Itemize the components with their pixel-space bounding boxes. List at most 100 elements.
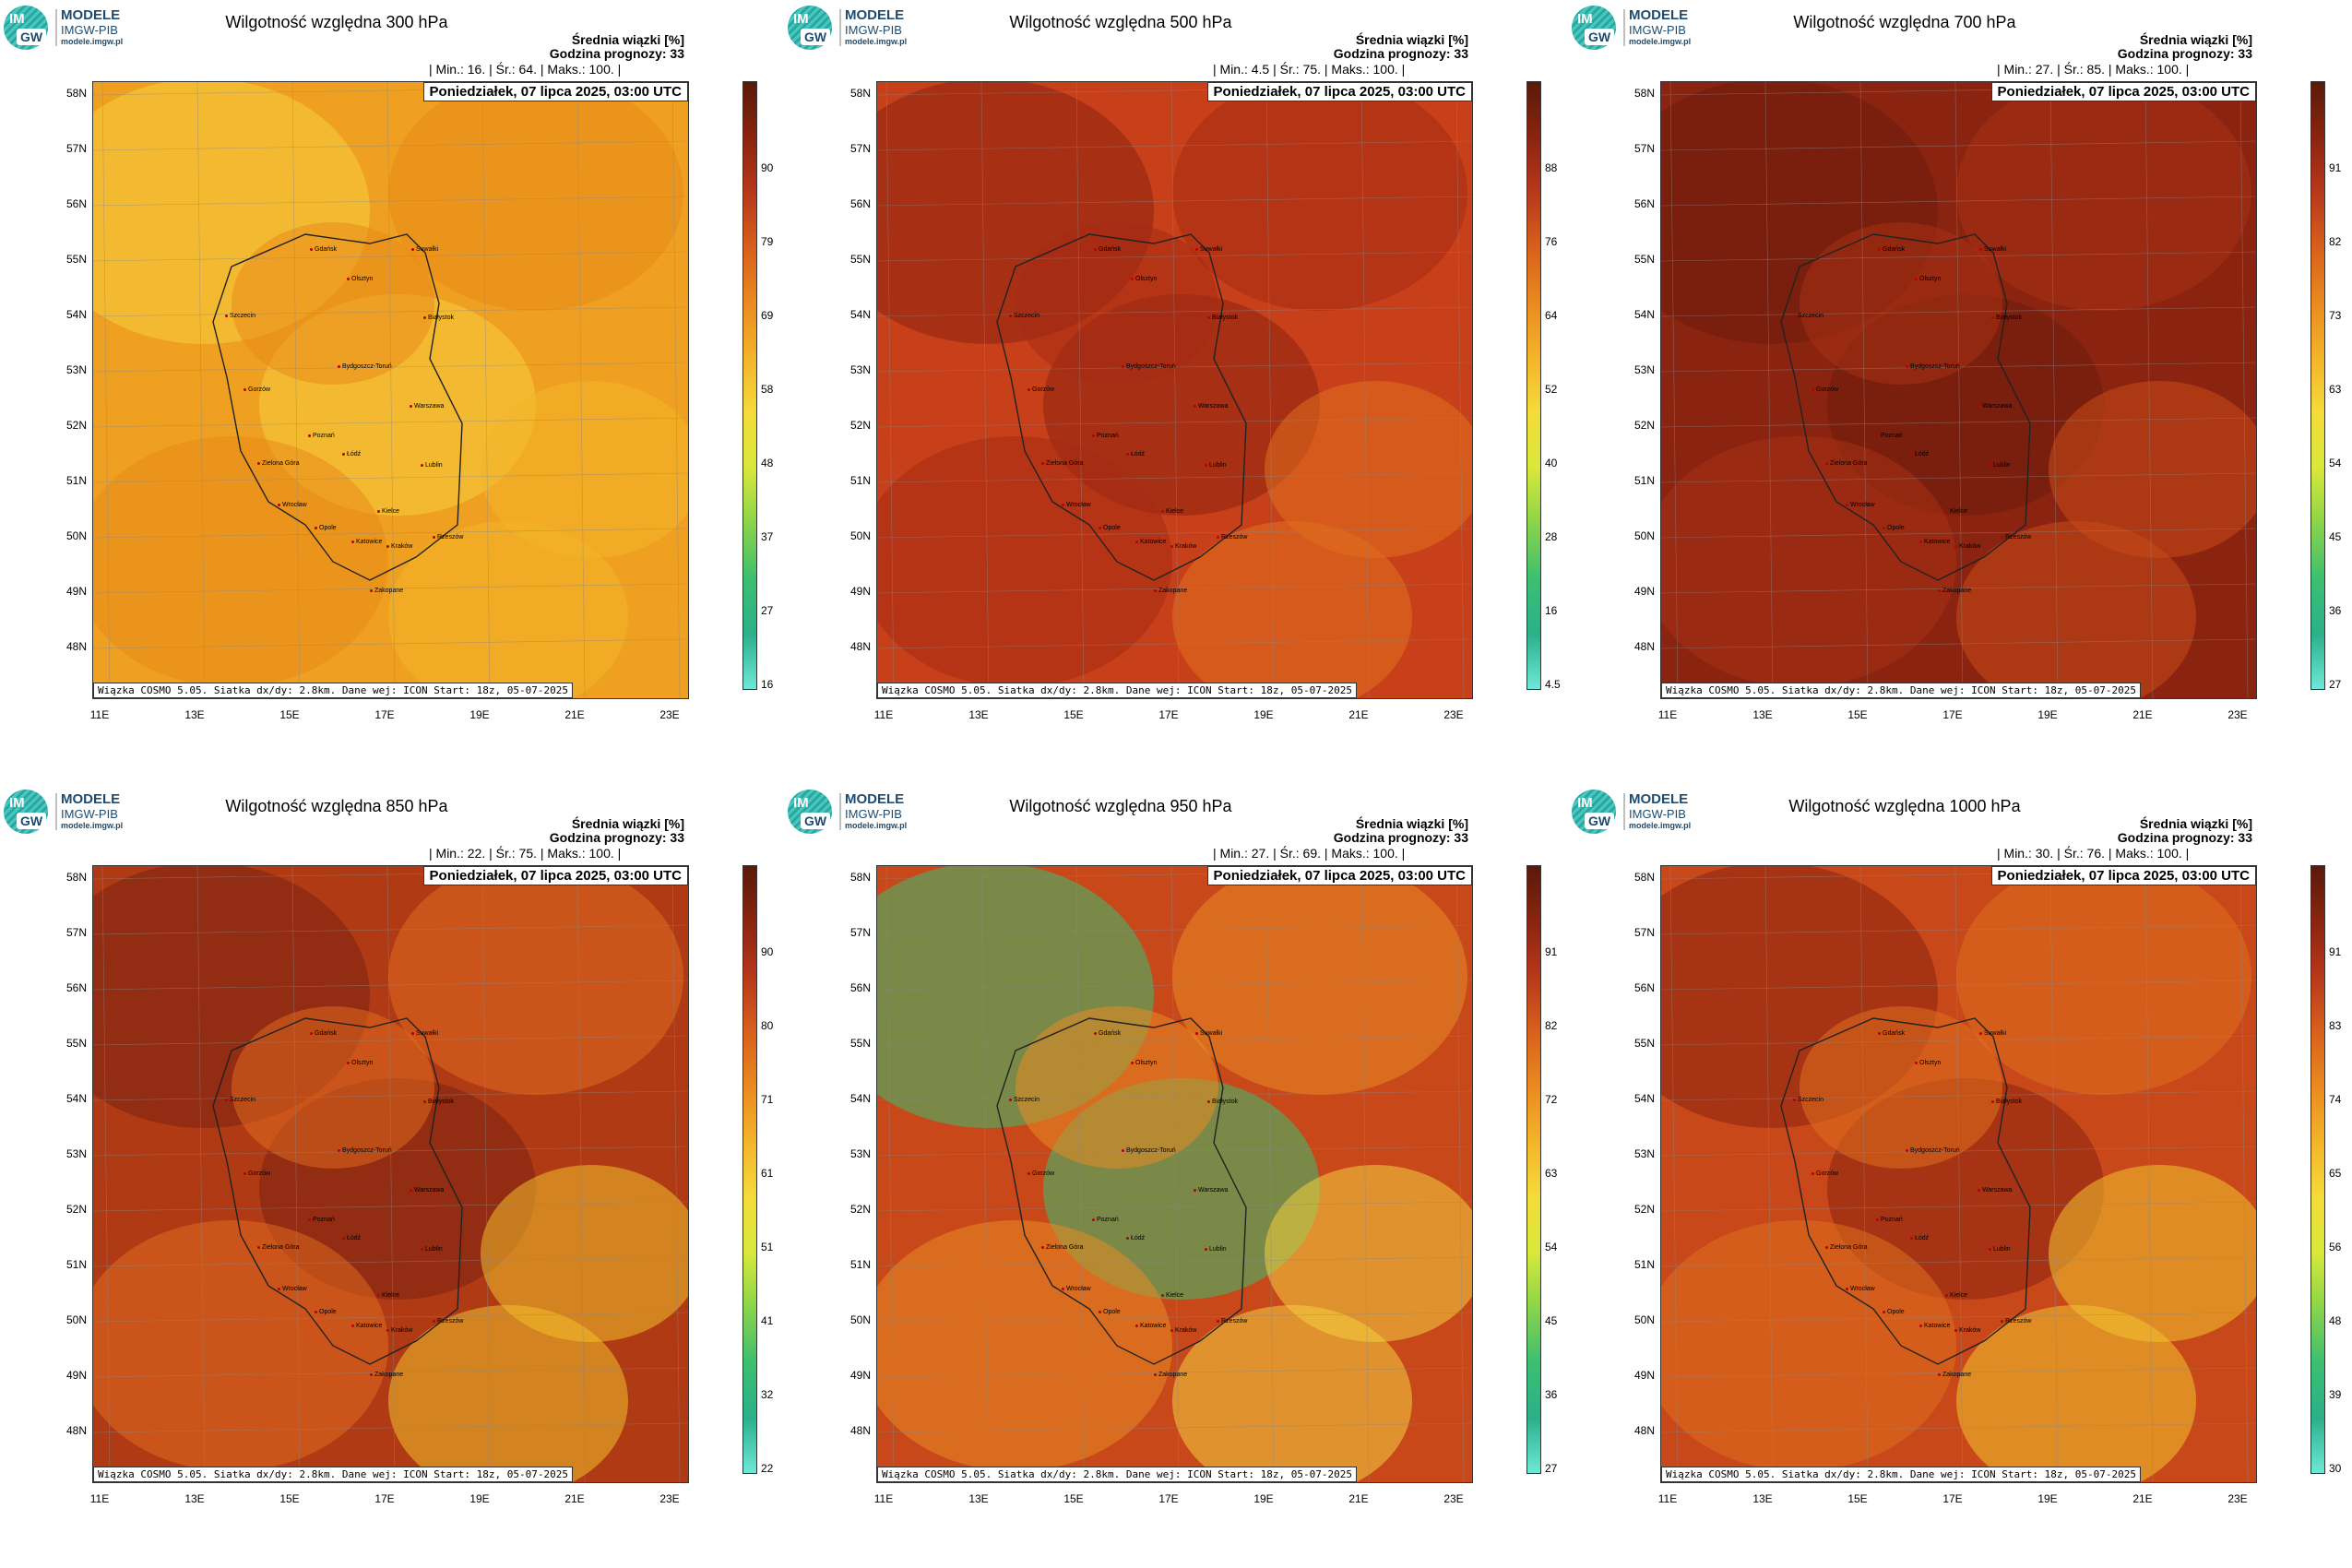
- lat-label: 55N: [65, 253, 87, 266]
- lon-label: 15E: [1063, 708, 1084, 721]
- lon-label: 13E: [184, 708, 205, 721]
- city-label: Kielce: [377, 1292, 399, 1299]
- lon-label: 23E: [1443, 1492, 1464, 1505]
- humidity-map: Poniedziałek, 07 lipca 2025, 03:00 UTC W…: [1660, 865, 2257, 1483]
- lat-label: 51N: [65, 1258, 87, 1271]
- colorbar-tick: 41: [761, 1314, 774, 1327]
- colorbar: [742, 865, 757, 1474]
- lat-label: 56N: [65, 981, 87, 994]
- logo-divider: [839, 793, 841, 830]
- city-label: Bydgoszcz-Toruń: [1122, 1147, 1176, 1154]
- colorbar-tick: 61: [761, 1167, 774, 1180]
- date-label: Poniedziałek, 07 lipca 2025, 03:00 UTC: [1990, 82, 2256, 101]
- city-label: Opole: [1099, 525, 1121, 531]
- colorbar-tick: 80: [761, 1019, 774, 1032]
- lat-label: 52N: [1633, 1203, 1655, 1216]
- colorbar-tick: 79: [761, 235, 774, 248]
- colorbar-tick: 16: [761, 678, 774, 691]
- panel-title: Wilgotność względna 500 hPa: [1009, 13, 1232, 31]
- colorbar-tick: 51: [761, 1241, 774, 1253]
- colorbar-tick: 58: [761, 383, 774, 396]
- imgw-logo: IM GW MODELE IMGW-PIB modele.imgw.pl: [1572, 6, 1710, 52]
- colorbar-tick: 4.5: [1545, 678, 1561, 691]
- lon-label: 23E: [659, 1492, 680, 1505]
- colorbar-tick: 72: [1545, 1093, 1558, 1106]
- imgw-logo: IM GW MODELE IMGW-PIB modele.imgw.pl: [788, 6, 926, 52]
- lon-label: 11E: [89, 708, 110, 721]
- panel-stats: | Min.: 27. | Śr.: 85. | Maks.: 100. |: [1997, 62, 2190, 77]
- lat-label: 54N: [849, 1092, 871, 1105]
- logo-line3: modele.imgw.pl: [845, 37, 908, 46]
- city-label: Olsztyn: [1915, 276, 1941, 282]
- city-label: Zakopane: [370, 588, 403, 594]
- lon-label: 11E: [873, 708, 894, 721]
- lon-label: 13E: [184, 1492, 205, 1505]
- humidity-map: Poniedziałek, 07 lipca 2025, 03:00 UTC W…: [876, 81, 1473, 699]
- date-label: Poniedziałek, 07 lipca 2025, 03:00 UTC: [1206, 82, 1472, 101]
- lon-label: 11E: [1657, 1492, 1678, 1505]
- colorbar: [1526, 81, 1541, 690]
- city-label: Poznań: [1876, 1217, 1903, 1223]
- model-label: Wiązka COSMO 5.05. Siatka dx/dy: 2.8km. …: [93, 1467, 573, 1482]
- city-label: Białystok: [1991, 315, 2022, 321]
- colorbar-tick: 56: [2329, 1241, 2342, 1253]
- lon-label: 21E: [1348, 708, 1369, 721]
- lat-label: 50N: [65, 1313, 87, 1326]
- colorbar-tick: 48: [2329, 1314, 2342, 1327]
- city-label: Opole: [1099, 1309, 1121, 1315]
- colorbar-tick: 37: [761, 530, 774, 543]
- city-label: Zielona Góra: [1041, 460, 1083, 467]
- city-label: Opole: [315, 525, 337, 531]
- info-forecast-hour: Godzina prognozy: 33: [1333, 830, 1468, 845]
- lat-label: 51N: [65, 474, 87, 487]
- lon-label: 17E: [1942, 1492, 1963, 1505]
- logo-line3: modele.imgw.pl: [845, 821, 908, 830]
- city-label: Olsztyn: [1915, 1060, 1941, 1066]
- lat-label: 58N: [1633, 87, 1655, 100]
- lon-label: 17E: [374, 1492, 395, 1505]
- city-label: Kraków: [1170, 1327, 1196, 1334]
- lat-label: 51N: [1633, 474, 1655, 487]
- city-label: Wrocław: [1062, 502, 1091, 508]
- colorbar-tick: 40: [1545, 457, 1558, 469]
- city-label: Kraków: [1170, 543, 1196, 550]
- logo-abbr-top: IM: [793, 795, 809, 811]
- logo-abbr-bottom: GW: [1585, 29, 1614, 45]
- colorbar-tick: 63: [1545, 1167, 1558, 1180]
- logo-line1: MODELE: [1629, 791, 1689, 807]
- city-label: Lublin: [1989, 1246, 2011, 1253]
- colorbar-tick: 28: [1545, 530, 1558, 543]
- city-label: Szczecin: [1793, 313, 1823, 319]
- panel-title: Wilgotność względna 1000 hPa: [1788, 797, 2021, 815]
- city-label: Suwałki: [1979, 246, 2006, 253]
- lon-label: 19E: [469, 708, 490, 721]
- city-label: Łódź: [342, 451, 361, 457]
- logo-line2: IMGW-PIB: [61, 807, 118, 821]
- lat-label: 48N: [1633, 1424, 1655, 1437]
- imgw-logo: IM GW MODELE IMGW-PIB modele.imgw.pl: [4, 6, 142, 52]
- city-label: Katowice: [351, 1323, 382, 1329]
- lon-label: 13E: [1752, 1492, 1773, 1505]
- city-label: Bydgoszcz-Toruń: [1906, 1147, 1960, 1154]
- lon-label: 19E: [1253, 1492, 1274, 1505]
- city-label: Wrocław: [278, 502, 307, 508]
- city-label: Opole: [1883, 1309, 1905, 1315]
- panel-title: Wilgotność względna 700 hPa: [1793, 13, 2016, 31]
- city-label: Gdańsk: [1094, 1030, 1121, 1037]
- panel-stats: | Min.: 4.5 | Śr.: 75. | Maks.: 100. |: [1213, 62, 1406, 77]
- colorbar-tick: 82: [1545, 1019, 1558, 1032]
- colorbar-tick: 32: [761, 1388, 774, 1401]
- lat-label: 51N: [849, 1258, 871, 1271]
- lat-label: 53N: [65, 363, 87, 376]
- map-graphic: [93, 866, 688, 1482]
- city-label: Warszawa: [1194, 1187, 1228, 1194]
- colorbar-tick: 45: [1545, 1314, 1558, 1327]
- lon-label: 19E: [469, 1492, 490, 1505]
- model-label: Wiązka COSMO 5.05. Siatka dx/dy: 2.8km. …: [1661, 1467, 2141, 1482]
- lat-label: 48N: [65, 640, 87, 653]
- lat-label: 49N: [1633, 585, 1655, 598]
- colorbar-tick: 65: [2329, 1167, 2342, 1180]
- city-label: Gorzów: [1812, 1170, 1838, 1177]
- logo-line2: IMGW-PIB: [845, 23, 902, 37]
- city-label: Zielona Góra: [1041, 1244, 1083, 1251]
